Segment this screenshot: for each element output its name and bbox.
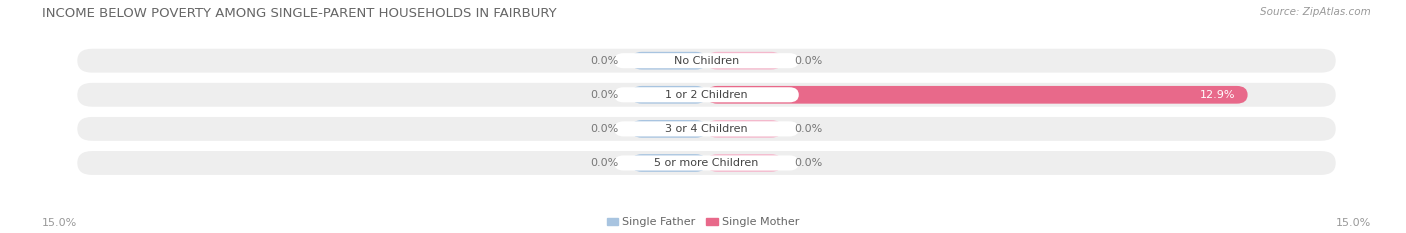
FancyBboxPatch shape <box>614 121 799 137</box>
FancyBboxPatch shape <box>77 83 1336 107</box>
FancyBboxPatch shape <box>707 154 782 172</box>
FancyBboxPatch shape <box>631 120 707 138</box>
Legend: Single Father, Single Mother: Single Father, Single Mother <box>606 217 800 227</box>
FancyBboxPatch shape <box>614 53 799 68</box>
FancyBboxPatch shape <box>707 120 782 138</box>
FancyBboxPatch shape <box>77 117 1336 141</box>
FancyBboxPatch shape <box>631 154 707 172</box>
Text: 12.9%: 12.9% <box>1199 90 1234 100</box>
FancyBboxPatch shape <box>614 155 799 171</box>
Text: 5 or more Children: 5 or more Children <box>654 158 759 168</box>
Text: 0.0%: 0.0% <box>591 56 619 66</box>
Text: 15.0%: 15.0% <box>1336 218 1371 228</box>
Text: 3 or 4 Children: 3 or 4 Children <box>665 124 748 134</box>
FancyBboxPatch shape <box>614 87 799 102</box>
Text: INCOME BELOW POVERTY AMONG SINGLE-PARENT HOUSEHOLDS IN FAIRBURY: INCOME BELOW POVERTY AMONG SINGLE-PARENT… <box>42 7 557 20</box>
Text: 0.0%: 0.0% <box>794 124 823 134</box>
FancyBboxPatch shape <box>77 49 1336 73</box>
Text: 0.0%: 0.0% <box>591 90 619 100</box>
Text: Source: ZipAtlas.com: Source: ZipAtlas.com <box>1260 7 1371 17</box>
Text: 0.0%: 0.0% <box>794 56 823 66</box>
FancyBboxPatch shape <box>631 86 707 104</box>
Text: 0.0%: 0.0% <box>794 158 823 168</box>
Text: 15.0%: 15.0% <box>42 218 77 228</box>
Text: 0.0%: 0.0% <box>591 124 619 134</box>
FancyBboxPatch shape <box>631 52 707 70</box>
Text: No Children: No Children <box>673 56 740 66</box>
FancyBboxPatch shape <box>707 86 1247 104</box>
Text: 0.0%: 0.0% <box>591 158 619 168</box>
FancyBboxPatch shape <box>77 151 1336 175</box>
Text: 1 or 2 Children: 1 or 2 Children <box>665 90 748 100</box>
FancyBboxPatch shape <box>707 52 782 70</box>
